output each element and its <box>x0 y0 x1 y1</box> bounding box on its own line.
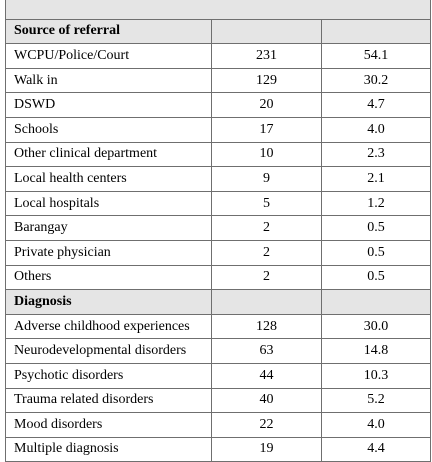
table-row: Private physician 2 0.5 <box>5 239 431 266</box>
row-label: Schools <box>5 116 212 143</box>
section-header-cell <box>321 289 431 315</box>
row-count: 2 <box>211 215 322 241</box>
row-count: 10 <box>211 141 322 168</box>
row-percent: 30.2 <box>321 67 431 94</box>
row-label: Trauma related disorders <box>5 387 212 414</box>
row-percent: 4.0 <box>321 116 431 143</box>
row-percent: 4.4 <box>321 436 431 462</box>
section-header-cell <box>321 18 431 45</box>
row-percent: 0.5 <box>321 239 431 266</box>
row-label: Multiple diagnosis <box>5 436 212 462</box>
table-row: Multiple diagnosis 19 4.4 <box>5 436 431 462</box>
section-header <box>5 0 431 20</box>
row-percent: 0.5 <box>321 215 431 241</box>
row-count: 128 <box>211 313 322 340</box>
row-percent: 4.0 <box>321 412 431 438</box>
section-title: Source of referral <box>5 18 212 45</box>
table-row: Walk in 129 30.2 <box>5 67 431 94</box>
table-row: Adverse childhood experiences 128 30.0 <box>5 313 431 340</box>
table-row: Neurodevelopmental disorders 63 14.8 <box>5 338 431 364</box>
table-row <box>5 0 431 20</box>
row-label: Others <box>5 264 212 291</box>
table-row: Others 2 0.5 <box>5 264 431 291</box>
row-count: 63 <box>211 338 322 364</box>
row-label: Psychotic disorders <box>5 362 212 389</box>
row-percent: 2.3 <box>321 141 431 168</box>
row-label: Neurodevelopmental disorders <box>5 338 212 364</box>
row-percent: 4.7 <box>321 92 431 118</box>
row-count: 44 <box>211 362 322 389</box>
row-label: Mood disorders <box>5 412 212 438</box>
row-count: 5 <box>211 190 322 217</box>
row-count: 17 <box>211 116 322 143</box>
row-label: Walk in <box>5 67 212 94</box>
table-row: WCPU/Police/Court 231 54.1 <box>5 43 431 69</box>
section-title: Diagnosis <box>5 289 212 315</box>
referral-diagnosis-table: Source of referral WCPU/Police/Court 231… <box>5 0 431 462</box>
row-percent: 0.5 <box>321 264 431 291</box>
row-count: 231 <box>211 43 322 69</box>
row-count: 129 <box>211 67 322 94</box>
row-count: 2 <box>211 239 322 266</box>
row-label: Barangay <box>5 215 212 241</box>
row-label: Private physician <box>5 239 212 266</box>
section-header-cell <box>211 289 322 315</box>
row-label: WCPU/Police/Court <box>5 43 212 69</box>
table-row: Other clinical department 10 2.3 <box>5 141 431 168</box>
row-count: 9 <box>211 166 322 192</box>
row-count: 19 <box>211 436 322 462</box>
row-count: 40 <box>211 387 322 414</box>
row-percent: 2.1 <box>321 166 431 192</box>
row-count: 20 <box>211 92 322 118</box>
row-percent: 54.1 <box>321 43 431 69</box>
section-header-row: Diagnosis <box>5 289 431 315</box>
row-label: Other clinical department <box>5 141 212 168</box>
row-percent: 14.8 <box>321 338 431 364</box>
table-row: Barangay 2 0.5 <box>5 215 431 241</box>
section-header-row: Source of referral <box>5 18 431 45</box>
table-row: Local health centers 9 2.1 <box>5 166 431 192</box>
table-row: Local hospitals 5 1.2 <box>5 190 431 217</box>
row-percent: 10.3 <box>321 362 431 389</box>
section-header-cell <box>211 18 322 45</box>
table-row: Schools 17 4.0 <box>5 116 431 143</box>
row-percent: 1.2 <box>321 190 431 217</box>
row-count: 2 <box>211 264 322 291</box>
row-label: Adverse childhood experiences <box>5 313 212 340</box>
table-row: Trauma related disorders 40 5.2 <box>5 387 431 414</box>
table-row: DSWD 20 4.7 <box>5 92 431 118</box>
row-label: Local health centers <box>5 166 212 192</box>
table-row: Psychotic disorders 44 10.3 <box>5 362 431 389</box>
row-label: Local hospitals <box>5 190 212 217</box>
row-label: DSWD <box>5 92 212 118</box>
row-percent: 30.0 <box>321 313 431 340</box>
row-count: 22 <box>211 412 322 438</box>
table-row: Mood disorders 22 4.0 <box>5 412 431 438</box>
row-percent: 5.2 <box>321 387 431 414</box>
